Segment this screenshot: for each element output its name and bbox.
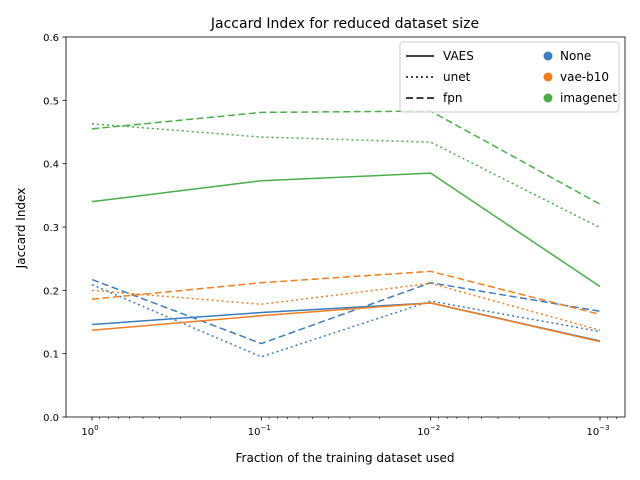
chart-title: Jaccard Index for reduced dataset size	[210, 16, 479, 32]
y-tick-label: 0.6	[43, 33, 59, 44]
series-line-fpn-vae-b10	[91, 270, 601, 316]
series-line-vaes-vae-b10	[91, 302, 601, 343]
legend: VAES unet fpn None vae-b10 imagenet	[399, 41, 620, 113]
legend-label-fpn: fpn	[443, 91, 462, 105]
y-tick-label: 0.2	[43, 286, 59, 297]
series-line-fpn-none	[91, 278, 601, 345]
series-line-vaes-imagenet	[91, 172, 601, 288]
series-line-unet-imagenet	[91, 123, 601, 229]
legend-marker-vae-b10	[543, 72, 553, 82]
legend-marker-imagenet	[543, 93, 553, 103]
legend-marker-none	[543, 51, 553, 61]
y-tick-label: 0.0	[43, 413, 59, 424]
x-tick-label: 10−1	[248, 424, 271, 438]
y-tick-label: 0.4	[43, 160, 59, 171]
legend-label-vae-b10: vae-b10	[560, 70, 609, 84]
x-tick-label: 100	[81, 424, 98, 438]
y-axis-label: Jaccard Index	[14, 188, 28, 270]
legend-label-vaes: VAES	[443, 49, 474, 63]
x-tick-label: 10−3	[586, 424, 609, 438]
y-tick-label: 0.5	[43, 96, 59, 107]
legend-label-unet: unet	[443, 70, 471, 84]
y-tick-label: 0.1	[43, 350, 59, 361]
legend-label-imagenet: imagenet	[560, 91, 617, 105]
x-tick-label: 10−2	[417, 424, 440, 438]
y-tick-label: 0.3	[43, 223, 59, 234]
legend-box	[399, 41, 620, 113]
plot-area: 0.0 0.1 0.2 0.3 0.4 0.5 0.6 100 10−1 10−2 10−3	[43, 33, 626, 438]
legend-label-none: None	[560, 49, 591, 63]
x-axis-label: Fraction of the training dataset used	[236, 451, 455, 465]
series-line-fpn-imagenet	[91, 110, 601, 205]
series-line-unet-vae-b10	[91, 282, 601, 331]
